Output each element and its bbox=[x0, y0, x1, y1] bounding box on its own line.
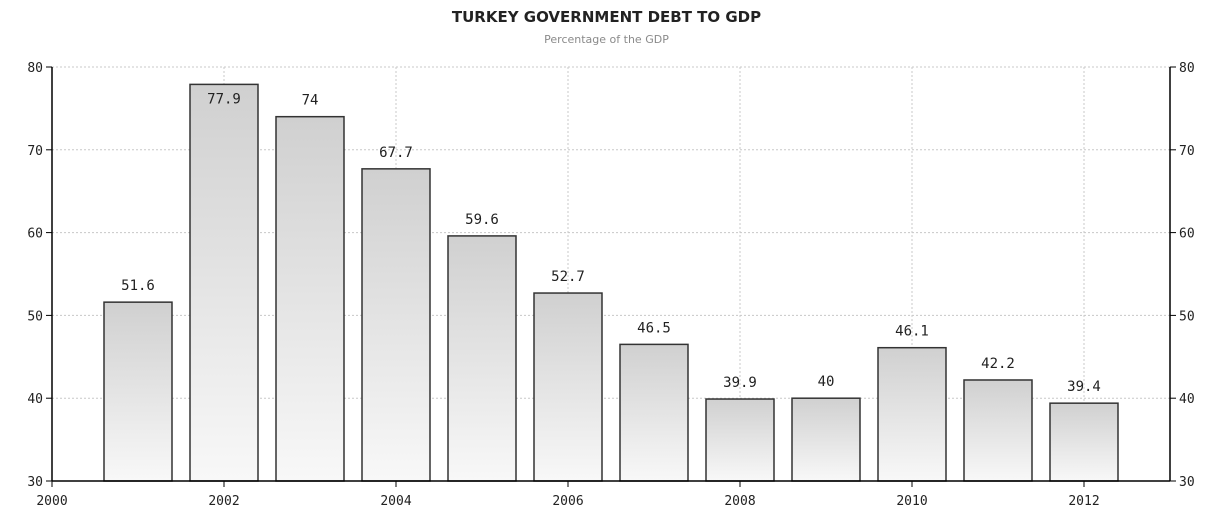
data-label-2005: 59.6 bbox=[465, 212, 499, 228]
y-tick-label-right: 50 bbox=[1179, 309, 1195, 324]
y-tick-label-right: 70 bbox=[1179, 144, 1195, 159]
data-label-2002: 77.9 bbox=[207, 91, 241, 107]
bar-2008 bbox=[705, 398, 775, 482]
bar-2004 bbox=[361, 168, 431, 482]
y-tick-label-left: 30 bbox=[27, 475, 43, 490]
x-tick-label: 2010 bbox=[896, 494, 927, 509]
data-label-2010: 46.1 bbox=[895, 324, 929, 340]
data-label-2006: 52.7 bbox=[551, 269, 585, 285]
bars bbox=[103, 83, 1119, 482]
labels: 51.6 77.9 74 67.7 59.6 52.7 46.5 39.9 40 46.1 42.2… bbox=[27, 61, 1194, 509]
chart-subtitle: Percentage of the GDP bbox=[544, 33, 669, 46]
data-label-2003: 74 bbox=[302, 93, 319, 109]
data-label-2001: 51.6 bbox=[121, 278, 155, 294]
data-label-2007: 46.5 bbox=[637, 320, 671, 336]
x-tick-label: 2002 bbox=[208, 494, 239, 509]
bar-2011 bbox=[963, 379, 1033, 482]
x-tick-label: 2004 bbox=[380, 494, 411, 509]
y-tick-label-left: 80 bbox=[27, 61, 43, 76]
bar-2007 bbox=[619, 343, 689, 482]
x-tick-label: 2012 bbox=[1068, 494, 1099, 509]
bar-2012 bbox=[1049, 402, 1119, 482]
data-label-2008: 39.9 bbox=[723, 375, 757, 391]
bar-2001 bbox=[103, 301, 173, 482]
y-tick-label-right: 40 bbox=[1179, 392, 1195, 407]
x-tick-label: 2000 bbox=[36, 494, 67, 509]
data-label-2004: 67.7 bbox=[379, 145, 413, 161]
data-label-2009: 40 bbox=[818, 374, 835, 390]
y-tick-label-left: 60 bbox=[27, 227, 43, 242]
bar-2006 bbox=[533, 292, 603, 482]
axes bbox=[46, 66, 1176, 487]
chart-title: TURKEY GOVERNMENT DEBT TO GDP bbox=[451, 8, 762, 26]
x-tick-label: 2008 bbox=[724, 494, 755, 509]
y-tick-label-right: 80 bbox=[1179, 61, 1195, 76]
y-tick-label-left: 70 bbox=[27, 144, 43, 159]
y-tick-label-left: 40 bbox=[27, 392, 43, 407]
bar-2002 bbox=[189, 83, 259, 482]
bar-2003 bbox=[275, 115, 345, 482]
bar-2005 bbox=[447, 235, 517, 482]
x-tick-label: 2006 bbox=[552, 494, 583, 509]
bar-2009 bbox=[791, 397, 861, 482]
data-label-2011: 42.2 bbox=[981, 356, 1015, 372]
bar-2010 bbox=[877, 346, 947, 482]
y-tick-label-right: 60 bbox=[1179, 227, 1195, 242]
y-tick-label-right: 30 bbox=[1179, 475, 1195, 490]
y-tick-label-left: 50 bbox=[27, 309, 43, 324]
data-label-2012: 39.4 bbox=[1067, 379, 1101, 395]
